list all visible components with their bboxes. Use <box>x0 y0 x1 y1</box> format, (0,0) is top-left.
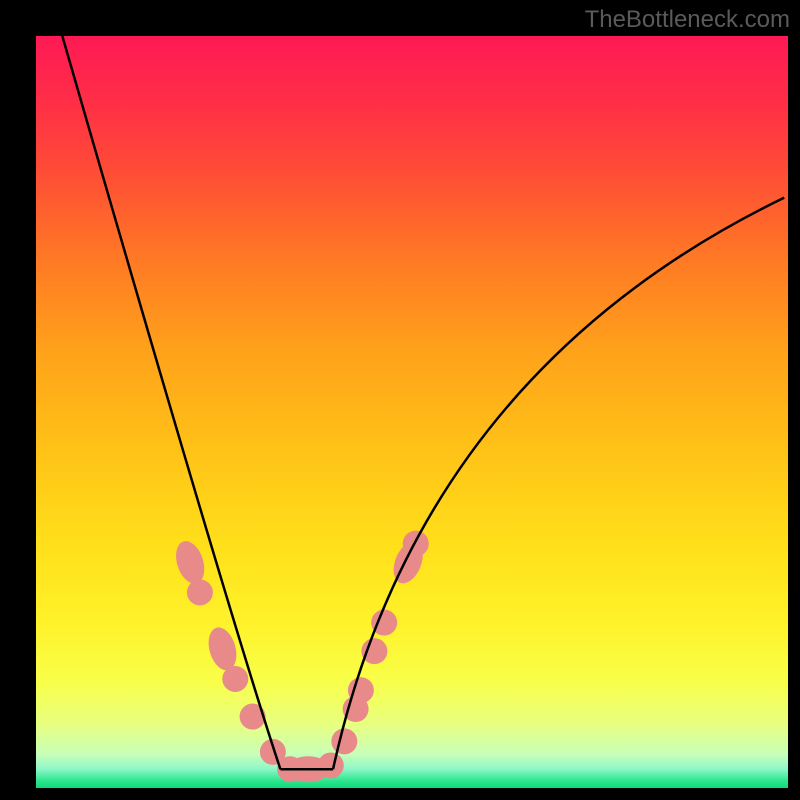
gradient-background <box>36 36 788 788</box>
chart-container: TheBottleneck.com <box>0 0 800 800</box>
plot-area <box>36 36 788 788</box>
watermark-text: TheBottleneck.com <box>585 6 790 34</box>
